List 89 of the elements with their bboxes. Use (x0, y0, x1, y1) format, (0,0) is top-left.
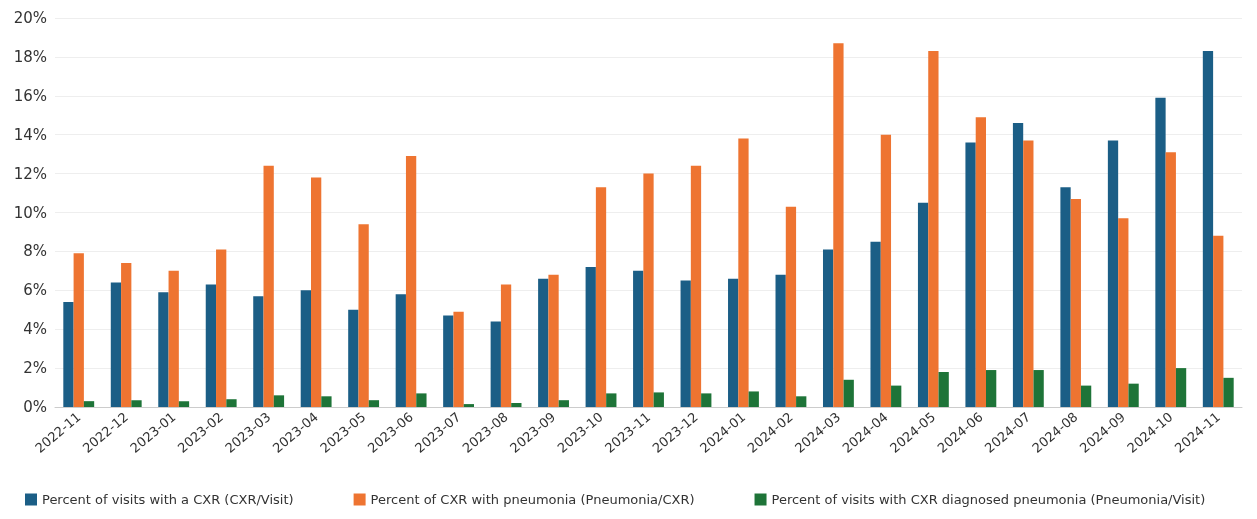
bar (738, 138, 749, 407)
bar (1202, 51, 1214, 407)
bar (263, 165, 274, 407)
bar (1070, 198, 1081, 407)
y-tick-label: 16% (13, 86, 47, 105)
bar (891, 385, 902, 407)
bar (1107, 140, 1119, 407)
bar (63, 301, 74, 407)
bar (585, 266, 596, 407)
bar (701, 393, 712, 407)
bar (216, 249, 227, 407)
bar (938, 371, 949, 407)
bar (986, 370, 997, 407)
bar (785, 206, 797, 407)
bar (405, 156, 417, 407)
bar (1175, 368, 1187, 407)
bar (463, 404, 475, 407)
bar (178, 401, 190, 407)
bar (880, 134, 892, 407)
bar (680, 280, 691, 407)
bar (500, 284, 512, 407)
bar (395, 294, 406, 407)
bar (110, 282, 122, 407)
y-tick-label: 14% (13, 125, 47, 144)
bar (558, 400, 569, 407)
bar (1223, 377, 1234, 407)
bar (1118, 218, 1129, 407)
bar (548, 274, 559, 407)
bar (73, 253, 84, 407)
y-tick-label: 20% (13, 9, 47, 27)
bar (538, 278, 549, 407)
bar (1165, 152, 1176, 407)
y-tick-label: 0% (23, 398, 47, 416)
bar (928, 51, 939, 407)
bar (300, 290, 311, 407)
bar (358, 224, 369, 407)
bar (690, 165, 702, 407)
bar (1033, 370, 1044, 407)
bar (205, 284, 217, 407)
bar (1012, 123, 1024, 407)
bar (121, 263, 132, 407)
y-tick-label: 2% (23, 359, 47, 378)
bar (416, 393, 427, 407)
bar (131, 400, 142, 407)
bar (595, 187, 607, 407)
bar (348, 309, 359, 407)
bar (1128, 383, 1139, 407)
bar (1023, 140, 1034, 407)
bar (606, 393, 617, 407)
bar (1155, 97, 1166, 407)
bar (917, 202, 929, 407)
bar (321, 396, 332, 407)
bar (311, 177, 322, 407)
bar (870, 241, 881, 407)
bar (273, 395, 285, 407)
bar (843, 379, 854, 407)
legend-label: Percent of visits with a CXR (CXR/Visit) (42, 492, 294, 507)
y-tick-label: 10% (13, 203, 47, 222)
bar (83, 401, 95, 407)
bar (511, 403, 522, 407)
bar (796, 396, 807, 407)
bar (975, 117, 986, 407)
bar (1080, 385, 1092, 407)
bar (443, 315, 454, 407)
bar (368, 400, 380, 407)
bar (453, 311, 464, 407)
y-tick-label: 6% (23, 281, 47, 300)
bar (728, 278, 739, 407)
bar (168, 270, 179, 407)
bar (226, 399, 237, 407)
y-tick-label: 8% (23, 242, 47, 261)
bar (643, 173, 654, 407)
bar (633, 270, 644, 407)
legend-label: Percent of visits with CXR diagnosed pneumonia (Pneumonia/Visit) (771, 492, 1206, 507)
bar (775, 274, 786, 407)
y-tick-label: 12% (13, 164, 47, 183)
y-tick-label: 18% (13, 47, 47, 66)
bar (1213, 235, 1224, 407)
bar (1060, 187, 1071, 407)
bar (833, 43, 844, 407)
bar (822, 249, 834, 407)
bar (748, 391, 759, 407)
bar (653, 392, 664, 407)
bar (253, 296, 264, 407)
y-tick-label: 4% (23, 320, 47, 339)
bar (158, 292, 169, 407)
legend-label: Percent of CXR with pneumonia (Pneumonia/CXR) (370, 492, 695, 507)
bar (490, 321, 501, 407)
bar (965, 142, 976, 407)
